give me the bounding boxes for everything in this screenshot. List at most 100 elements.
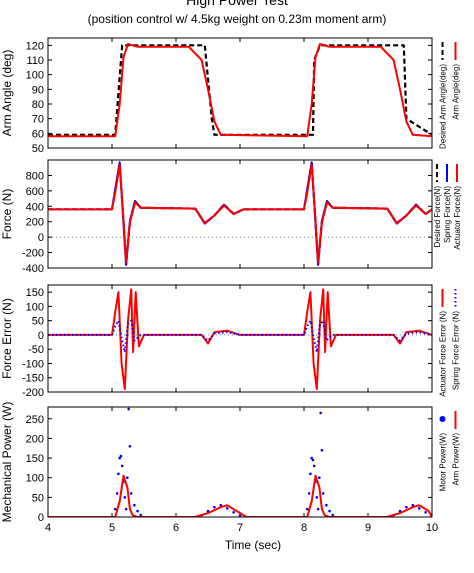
series-group — [48, 407, 432, 517]
data-point — [124, 507, 128, 511]
x-tick-label: 7 — [237, 522, 243, 534]
data-point — [315, 496, 319, 499]
y-axis-label: Mechanical Power (W) — [0, 402, 14, 523]
data-point — [119, 454, 123, 458]
y-tick-label: 90 — [32, 84, 44, 96]
y-tick-label: -150 — [22, 373, 44, 385]
data-point — [113, 507, 117, 511]
y-tick-label: 60 — [32, 128, 44, 140]
data-point — [305, 507, 309, 511]
legend-label: Actuator Force Error (N) — [439, 311, 448, 397]
data-point — [316, 507, 320, 511]
y-tick-label: 150 — [26, 453, 44, 465]
data-point — [319, 411, 322, 415]
data-point — [417, 507, 421, 510]
data-point — [225, 507, 229, 510]
panel-1: 50 60 70 80 90 100 110 120 Arm Angle (deg) Desire… — [0, 37, 461, 155]
series-group — [48, 42, 432, 138]
legend-label: Actuator Force(N) — [453, 186, 462, 250]
plot-frame — [47, 406, 433, 518]
legend-label: Arm Angle(deg) — [452, 64, 461, 120]
y-tick-label: 400 — [26, 201, 44, 213]
plot-frame — [47, 284, 433, 393]
data-point — [321, 492, 325, 495]
legend-label: Motor Power(W) — [439, 433, 448, 492]
x-tick-label: 8 — [301, 522, 307, 534]
data-point — [115, 492, 119, 495]
panel-3: -200 -150 -100 -50 0 50 100 150 Force Error (N) A… — [0, 284, 461, 399]
y-tick-label: 200 — [26, 217, 44, 229]
data-point — [405, 505, 408, 509]
y-tick-label: -200 — [22, 387, 44, 399]
plot-frame — [47, 37, 433, 149]
y-axis-label: Force (N) — [0, 189, 14, 240]
data-point — [328, 509, 331, 513]
series-line — [48, 319, 432, 354]
data-point — [310, 456, 313, 460]
y-tick-label: -200 — [22, 248, 44, 260]
y-tick-label: -50 — [28, 344, 44, 356]
y-tick-label: 70 — [32, 114, 44, 126]
legend-label: Desired Arm Angle(deg) — [439, 64, 448, 149]
x-tick-label: 5 — [109, 522, 115, 534]
data-point — [232, 510, 235, 514]
data-point — [307, 492, 311, 495]
data-point — [320, 448, 324, 452]
data-point — [128, 444, 132, 448]
legend: Desired Force(N) Spring Force(N) Actuator … — [433, 164, 462, 250]
data-point — [118, 456, 121, 460]
x-tick-label: 10 — [426, 522, 438, 534]
y-tick-label: 80 — [32, 99, 44, 111]
series-line — [48, 163, 432, 264]
data-point — [127, 407, 130, 411]
series-line — [48, 288, 432, 391]
y-tick-label: 50 — [32, 143, 44, 155]
y-tick-label: 120 — [26, 40, 44, 52]
y-tick-label: 0 — [38, 330, 44, 342]
y-tick-label: 250 — [26, 414, 44, 426]
plot-frame — [47, 159, 433, 269]
y-axis-label: Force Error (N) — [0, 298, 14, 379]
y-tick-label: 200 — [26, 433, 44, 445]
x-axis-label: Time (sec) — [225, 538, 281, 552]
y-tick-label: 100 — [26, 301, 44, 313]
data-point — [123, 496, 127, 499]
series-line — [48, 161, 432, 266]
data-point — [331, 513, 335, 517]
data-point — [133, 503, 136, 507]
data-point — [238, 514, 242, 517]
y-tick-label: 110 — [26, 55, 44, 67]
legend: Desired Arm Angle(deg) Arm Angle(deg) — [439, 42, 461, 149]
y-tick-label: 0 — [38, 232, 44, 244]
y-tick-label: 0 — [38, 512, 44, 524]
data-point — [129, 492, 133, 495]
data-point — [309, 472, 312, 476]
data-point — [120, 464, 124, 468]
data-point — [219, 503, 223, 507]
data-point — [139, 513, 143, 517]
legend: Actuator Force Error (N) Spring Force Err… — [439, 289, 461, 397]
legend-label: Spring Force(N) — [443, 186, 452, 243]
data-point — [424, 510, 427, 514]
series-line — [48, 44, 432, 136]
data-point — [318, 476, 321, 480]
x-tick-label: 6 — [173, 522, 179, 534]
y-axis-label: Arm Angle (deg) — [0, 50, 14, 137]
y-tick-label: -100 — [22, 358, 44, 370]
y-tick-label: 600 — [26, 186, 44, 198]
y-tick-label: 800 — [26, 170, 44, 182]
panel-2: -400 -200 0 200 400 600 800 Force (N) Desired Fo… — [0, 159, 462, 275]
chart-subtitle: (position control w/ 4.5kg weight on 0.2… — [87, 12, 387, 26]
y-tick-label: 100 — [26, 473, 44, 485]
data-point — [325, 503, 328, 507]
legend-label: Desired Force(N) — [433, 186, 442, 248]
legend-swatch — [439, 416, 446, 422]
series-line — [48, 474, 432, 517]
data-point — [411, 503, 415, 507]
series-group — [48, 288, 432, 391]
y-tick-label: 50 — [32, 316, 44, 328]
data-point — [312, 464, 316, 468]
data-point — [126, 476, 129, 480]
